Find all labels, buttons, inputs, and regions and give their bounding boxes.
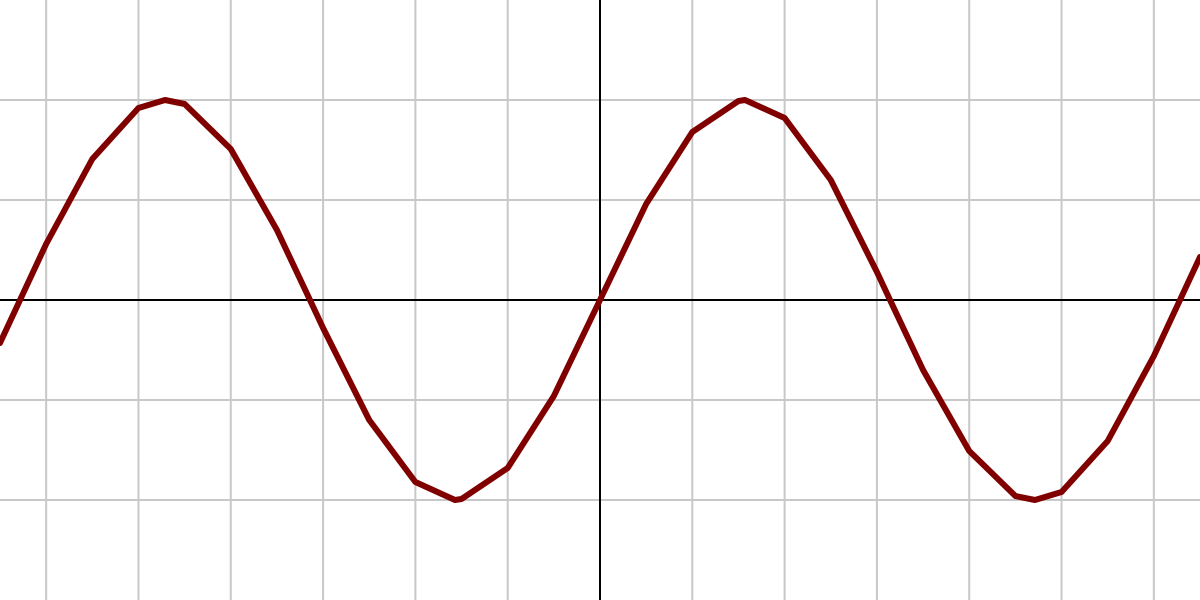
- sine-plot: [0, 0, 1200, 600]
